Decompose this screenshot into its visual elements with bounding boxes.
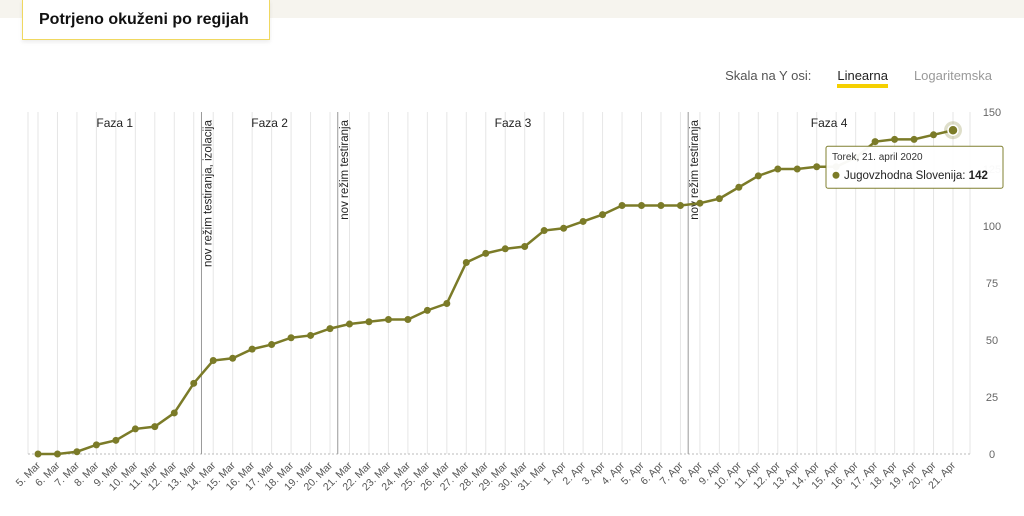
scale-label: Skala na Y osi:: [725, 68, 812, 83]
scale-option[interactable]: Logaritemska: [913, 68, 992, 83]
point: [268, 341, 276, 349]
tooltip-sep: :: [962, 170, 968, 182]
point: [754, 172, 762, 180]
point: [384, 315, 392, 323]
point: [170, 409, 178, 417]
point: [53, 450, 61, 458]
point: [112, 436, 120, 444]
tooltip-value: 142: [969, 170, 988, 182]
point: [131, 425, 139, 433]
point: [443, 300, 451, 308]
scale-switch: Skala na Y osi: Linearna Logaritemska: [725, 68, 992, 88]
point: [209, 357, 217, 365]
y-tick-label: 75: [986, 278, 998, 290]
point: [657, 201, 665, 209]
point: [248, 345, 256, 353]
phase-label: Faza 1: [96, 116, 133, 130]
y-tick-label: 50: [986, 335, 998, 347]
point: [92, 441, 100, 449]
scale-option[interactable]: Linearna: [837, 68, 888, 88]
phase-label: Faza 4: [811, 116, 848, 130]
point: [715, 195, 723, 203]
point: [482, 249, 490, 257]
y-tick-label: 100: [983, 221, 1001, 233]
y-tick-label: 0: [989, 449, 995, 461]
hover-point: [947, 124, 959, 136]
point: [579, 217, 587, 225]
chart-title: Potrjeno okuženi po regijah: [22, 0, 270, 40]
point: [229, 354, 237, 362]
annotation-label: nov režim testiranja, izolacija: [202, 119, 214, 267]
series-line: [38, 129, 954, 456]
point: [521, 243, 529, 251]
y-tick-label: 150: [983, 107, 1001, 119]
tooltip-text: Jugovzhodna Slovenija: 142: [844, 170, 988, 182]
point: [501, 245, 509, 253]
tooltip-dot: [832, 171, 840, 179]
point: [423, 306, 431, 314]
point: [307, 331, 315, 339]
point: [326, 325, 334, 333]
tooltip-series: Jugovzhodna Slovenija: [844, 170, 963, 182]
point: [910, 135, 918, 143]
point: [676, 201, 684, 209]
point: [638, 201, 646, 209]
point: [871, 138, 879, 146]
point: [34, 450, 42, 458]
point: [696, 199, 704, 207]
point: [190, 379, 198, 387]
point: [599, 211, 607, 219]
tooltip-box: [825, 145, 1004, 189]
point: [365, 318, 373, 326]
phase-label: Faza 3: [495, 116, 532, 130]
point: [891, 135, 899, 143]
point: [560, 224, 568, 232]
tooltip-date: Torek, 21. april 2020: [832, 152, 923, 163]
point: [404, 315, 412, 323]
point: [345, 320, 353, 328]
point: [73, 448, 81, 456]
point: [774, 165, 782, 173]
y-tick-label: 25: [986, 392, 998, 404]
point: [462, 258, 470, 266]
phase-label: Faza 2: [251, 116, 288, 130]
point: [151, 423, 159, 431]
point: [813, 163, 821, 171]
point: [793, 165, 801, 173]
point: [287, 334, 295, 342]
tooltip: Torek, 21. april 2020 Jugovzhodna Sloveni…: [825, 145, 1004, 189]
point: [930, 131, 938, 139]
annotation-label: nov režim testiranja: [339, 119, 351, 219]
annotation-label: nov režim testiranja: [689, 119, 701, 219]
point: [618, 201, 626, 209]
point: [735, 183, 743, 191]
point: [540, 227, 548, 235]
